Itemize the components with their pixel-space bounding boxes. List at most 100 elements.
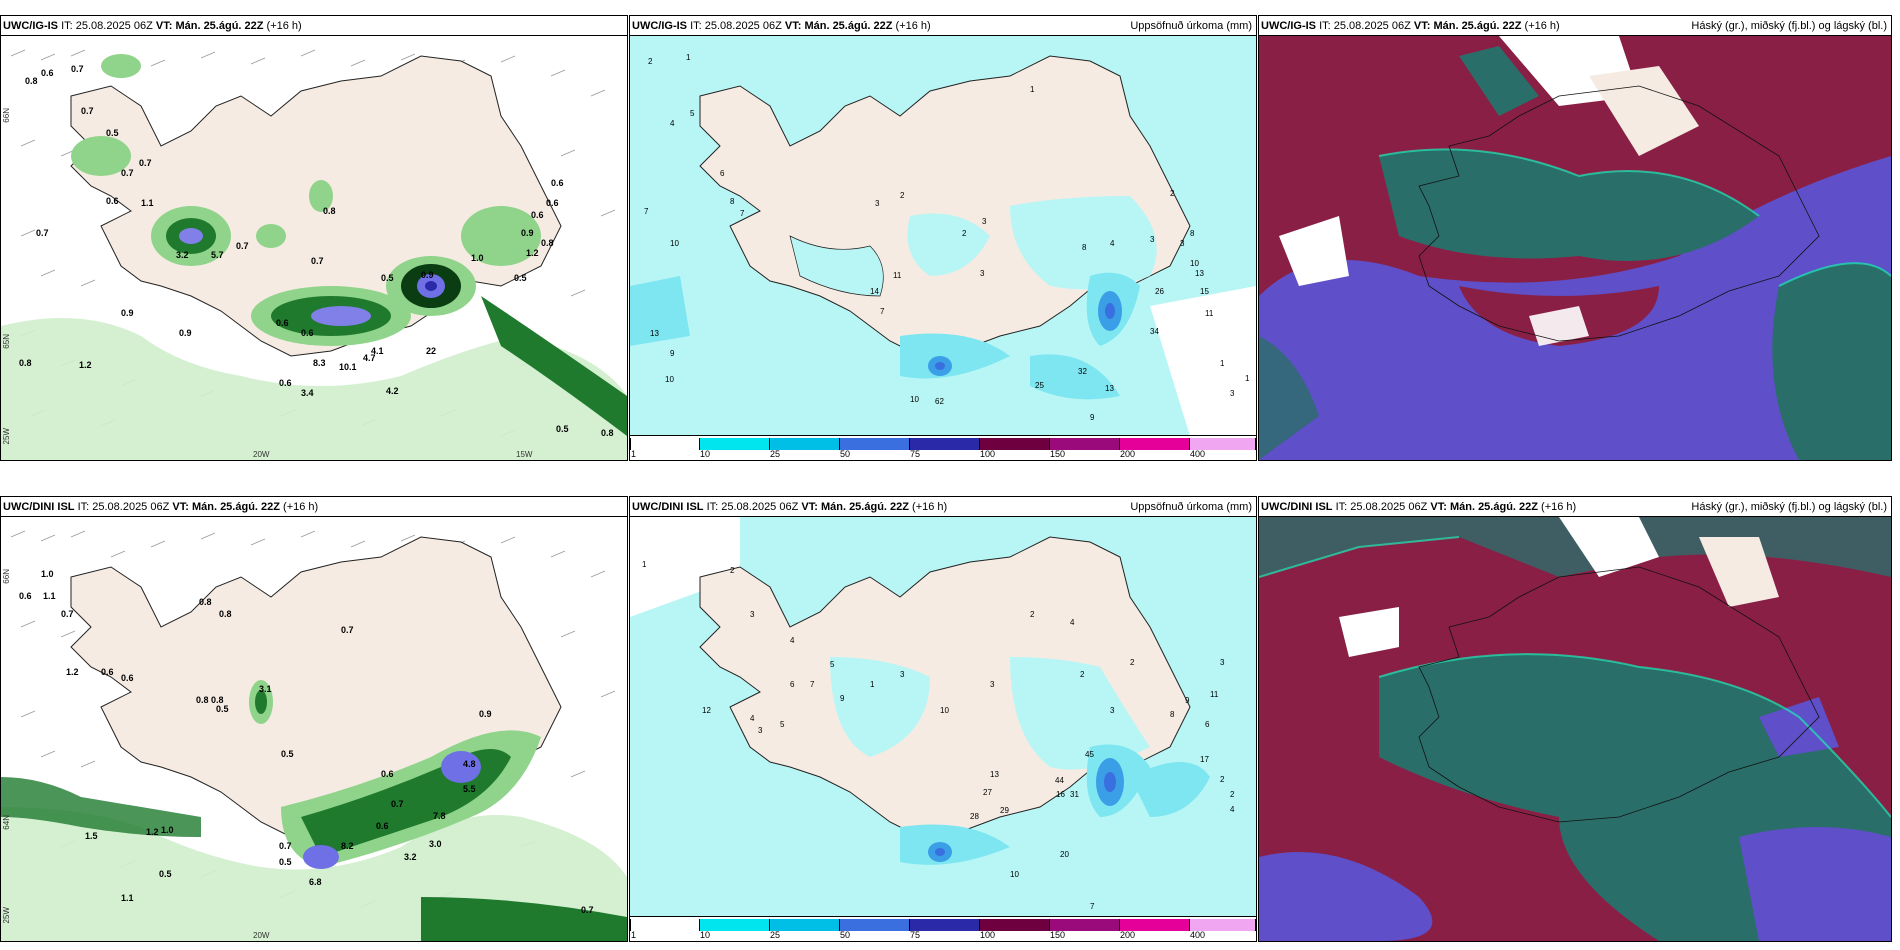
- svg-text:0.5: 0.5: [159, 869, 172, 879]
- lon-label-15w: 15W: [516, 450, 533, 459]
- svg-text:3: 3: [875, 199, 880, 208]
- svg-text:0.8: 0.8: [25, 76, 38, 86]
- panel-top-accum: UWC/IG-IS IT: 25.08.2025 06Z VT: Mán. 25…: [629, 15, 1257, 461]
- colorbar-label: 150: [1050, 930, 1066, 940]
- svg-text:0.6: 0.6: [531, 210, 544, 220]
- svg-text:3.4: 3.4: [301, 388, 314, 398]
- svg-text:3: 3: [990, 680, 995, 689]
- precip-map: 0.6 0.7 0.8 0.7 0.5 0.7 0.7 0.6 1.1 0.7 3.2 5.7 0…: [1, 36, 627, 460]
- svg-text:1.1: 1.1: [141, 198, 154, 208]
- svg-text:2: 2: [900, 191, 905, 200]
- svg-text:5: 5: [780, 720, 785, 729]
- svg-text:10: 10: [910, 395, 919, 404]
- valid-time: Mán. 25.ágú. 22Z: [1449, 501, 1538, 513]
- svg-text:12: 12: [702, 706, 711, 715]
- svg-text:34: 34: [1150, 327, 1159, 336]
- svg-text:0.6: 0.6: [301, 328, 314, 338]
- svg-text:27: 27: [983, 788, 992, 797]
- svg-text:0.8: 0.8: [199, 597, 212, 607]
- svg-text:4: 4: [670, 119, 675, 128]
- svg-text:0.7: 0.7: [36, 228, 49, 238]
- colorbar-swatch: [980, 438, 1050, 450]
- svg-text:0.6: 0.6: [106, 196, 119, 206]
- model-name: UWC/IG-IS: [3, 20, 58, 32]
- lat-label-65n: 65N: [2, 334, 11, 349]
- svg-text:0.6: 0.6: [41, 68, 54, 78]
- precip-map: 1.0 0.6 1.1 0.7 0.8 0.8 0.7 1.2 0.6 0.6 0.8 0.8 3…: [1, 517, 627, 941]
- svg-text:20: 20: [1060, 850, 1069, 859]
- lat-label-66n: 66N: [2, 108, 11, 123]
- colorbar-label: 1: [631, 449, 637, 459]
- svg-text:0.9: 0.9: [421, 270, 434, 280]
- svg-text:3: 3: [900, 670, 905, 679]
- svg-text:8: 8: [1170, 710, 1175, 719]
- svg-text:10: 10: [1010, 870, 1019, 879]
- svg-text:11: 11: [1210, 690, 1219, 699]
- chart-title: Uppsöfnuð úrkoma (mm): [1130, 20, 1252, 32]
- svg-text:5: 5: [830, 660, 835, 669]
- panel-bot-precip: UWC/DINI ISL IT: 25.08.2025 06Z VT: Mán.…: [0, 496, 628, 942]
- svg-text:0.7: 0.7: [81, 106, 94, 116]
- svg-text:31: 31: [1070, 790, 1079, 799]
- cloud-map-svg: [1259, 36, 1891, 460]
- svg-text:2: 2: [1230, 790, 1235, 799]
- chart-title: Uppsöfnuð úrkoma (mm): [1130, 501, 1252, 513]
- svg-text:1.2: 1.2: [79, 360, 92, 370]
- svg-text:0.8: 0.8: [211, 695, 224, 705]
- svg-text:0.6: 0.6: [381, 769, 394, 779]
- precip-patches: [1, 680, 627, 941]
- svg-text:11: 11: [893, 271, 902, 280]
- svg-text:1.0: 1.0: [161, 825, 174, 835]
- svg-text:8.3: 8.3: [313, 358, 326, 368]
- svg-text:13: 13: [650, 329, 659, 338]
- lat-label-64n: 64N: [2, 815, 11, 830]
- svg-text:8: 8: [1082, 243, 1087, 252]
- svg-text:1.1: 1.1: [121, 893, 134, 903]
- svg-text:10: 10: [670, 239, 679, 248]
- svg-text:2: 2: [1220, 775, 1225, 784]
- model-name: UWC/IG-IS: [632, 20, 687, 32]
- svg-text:62: 62: [935, 397, 944, 406]
- svg-text:3: 3: [1230, 389, 1235, 398]
- svg-text:3: 3: [982, 217, 987, 226]
- svg-text:0.5: 0.5: [106, 128, 119, 138]
- svg-text:10: 10: [665, 375, 674, 384]
- svg-text:15: 15: [1200, 287, 1209, 296]
- init-time: 25.08.2025 06Z: [704, 20, 782, 32]
- svg-text:44: 44: [1055, 776, 1064, 785]
- svg-text:3: 3: [1180, 239, 1185, 248]
- svg-text:7: 7: [644, 207, 649, 216]
- svg-text:0.5: 0.5: [381, 273, 394, 283]
- svg-text:0.8: 0.8: [323, 206, 336, 216]
- svg-text:3: 3: [758, 726, 763, 735]
- svg-text:1.2: 1.2: [66, 667, 79, 677]
- svg-text:8: 8: [730, 197, 735, 206]
- svg-text:7: 7: [880, 307, 885, 316]
- svg-text:1: 1: [1220, 359, 1225, 368]
- svg-text:0.6: 0.6: [101, 667, 114, 677]
- lon-label-20w: 20W: [253, 931, 270, 940]
- valid-time: Mán. 25.ágú. 22Z: [191, 501, 280, 513]
- chart-title: Háský (gr.), miðský (fj.bl.) og lágský (…: [1691, 20, 1887, 32]
- svg-text:3.2: 3.2: [404, 852, 417, 862]
- valid-time: Mán. 25.ágú. 22Z: [820, 501, 909, 513]
- lead-time: (+16 h): [912, 501, 948, 513]
- svg-text:0.6: 0.6: [276, 318, 289, 328]
- svg-text:13: 13: [1195, 269, 1204, 278]
- svg-text:0.9: 0.9: [121, 308, 134, 318]
- svg-text:6.8: 6.8: [309, 877, 322, 887]
- svg-text:2: 2: [1130, 658, 1135, 667]
- svg-text:0.7: 0.7: [236, 241, 249, 251]
- svg-text:1: 1: [642, 560, 647, 569]
- svg-text:1: 1: [1030, 85, 1035, 94]
- svg-text:1.1: 1.1: [43, 591, 56, 601]
- svg-text:0.8: 0.8: [219, 609, 232, 619]
- colorbar-swatch: [630, 438, 700, 450]
- chart-title: Háský (gr.), miðský (fj.bl.) og lágský (…: [1691, 501, 1887, 513]
- svg-text:4.7: 4.7: [363, 353, 376, 363]
- svg-text:0.9: 0.9: [179, 328, 192, 338]
- svg-text:0.5: 0.5: [216, 704, 229, 714]
- svg-text:9: 9: [1090, 413, 1095, 422]
- svg-text:0.6: 0.6: [279, 378, 292, 388]
